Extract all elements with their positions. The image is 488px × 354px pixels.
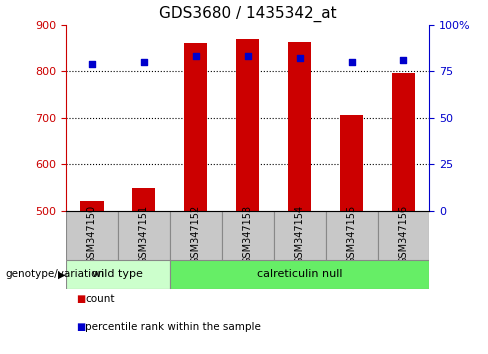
Point — [400, 57, 407, 63]
Bar — [378, 211, 429, 260]
Text: count: count — [85, 294, 115, 304]
Text: GSM347156: GSM347156 — [399, 205, 408, 264]
Point — [192, 53, 200, 59]
Bar — [222, 211, 274, 260]
Point — [140, 59, 148, 65]
Text: ▶: ▶ — [58, 269, 65, 279]
Bar — [288, 42, 311, 211]
Text: wild type: wild type — [92, 269, 143, 279]
Text: GSM347151: GSM347151 — [139, 205, 149, 264]
Text: genotype/variation: genotype/variation — [5, 269, 104, 279]
Text: GSM347153: GSM347153 — [243, 205, 253, 264]
Text: percentile rank within the sample: percentile rank within the sample — [85, 322, 261, 332]
Bar — [274, 211, 325, 260]
Text: GSM347155: GSM347155 — [346, 205, 357, 264]
Bar — [184, 44, 207, 211]
Text: calreticulin null: calreticulin null — [257, 269, 343, 279]
Bar — [392, 73, 415, 211]
Point — [296, 55, 304, 61]
Text: GSM347154: GSM347154 — [295, 205, 305, 264]
Bar — [170, 211, 222, 260]
Text: GSM347152: GSM347152 — [191, 205, 201, 264]
Bar — [80, 201, 103, 211]
Title: GDS3680 / 1435342_at: GDS3680 / 1435342_at — [159, 6, 336, 22]
Bar — [118, 211, 170, 260]
Bar — [325, 211, 378, 260]
Bar — [170, 260, 429, 289]
Bar — [66, 211, 118, 260]
Bar — [132, 188, 156, 211]
Point — [88, 61, 96, 67]
Bar — [340, 115, 363, 211]
Point — [347, 59, 355, 65]
Text: GSM347150: GSM347150 — [87, 205, 97, 264]
Bar — [66, 260, 170, 289]
Text: ■: ■ — [76, 322, 85, 332]
Point — [244, 53, 252, 59]
Text: ■: ■ — [76, 294, 85, 304]
Bar — [236, 39, 259, 211]
